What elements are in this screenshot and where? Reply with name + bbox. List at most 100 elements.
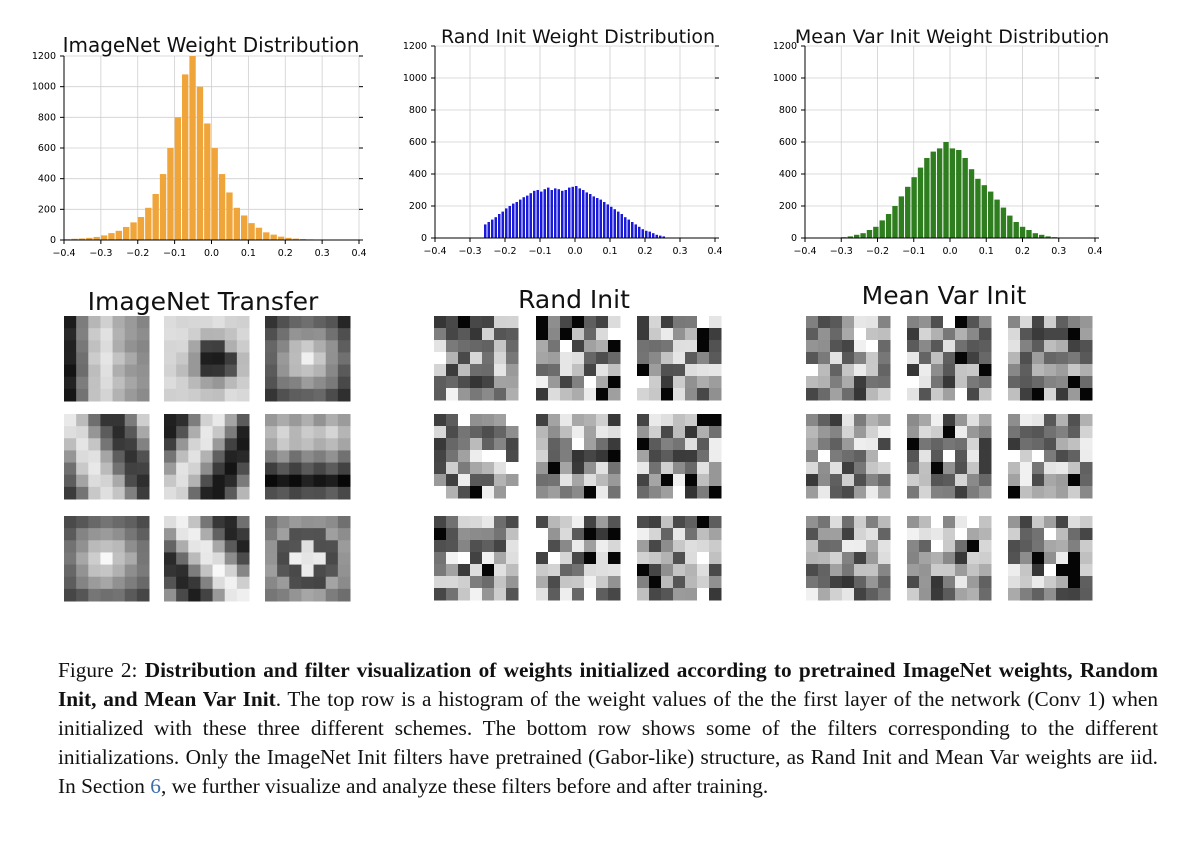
filter-cell: [979, 352, 992, 365]
filter-cell: [907, 316, 920, 329]
filter-cell: [224, 316, 238, 329]
filter-cell: [289, 414, 302, 427]
filter-cell: [596, 364, 609, 377]
filter-cell: [164, 414, 177, 427]
filter-cell: [955, 450, 968, 463]
filter-cell: [458, 540, 471, 553]
filter-tile: [806, 316, 891, 401]
filter-cell: [88, 352, 101, 366]
histogram-bar: [130, 222, 137, 240]
filter-cell: [494, 340, 507, 353]
filter-cell: [289, 328, 302, 341]
filter-cell: [236, 328, 250, 341]
filter-cell: [560, 576, 573, 589]
filter-cell: [136, 364, 150, 378]
filter-cell: [1068, 364, 1081, 377]
filter-cell: [907, 352, 920, 365]
filter-cell: [200, 388, 214, 402]
filter-cell: [200, 426, 214, 439]
histogram-bar: [1039, 234, 1045, 238]
filter-cell: [1032, 474, 1045, 487]
filter-cell: [955, 564, 968, 577]
filter-cell: [709, 474, 722, 487]
filter-cell: [1032, 486, 1045, 499]
filter-cell: [842, 564, 855, 577]
filter-cell: [88, 474, 101, 488]
filter-cell: [1056, 388, 1069, 401]
filter-cell: [212, 414, 226, 427]
filter-cell: [470, 588, 483, 601]
filter-cell: [979, 588, 992, 601]
filter-cell: [854, 588, 867, 601]
filter-cell: [1020, 516, 1033, 529]
filter-cell: [325, 462, 339, 476]
filter-cell: [979, 340, 992, 353]
section-ref-link[interactable]: 6: [150, 774, 161, 798]
filter-cell: [866, 388, 879, 401]
filter-cell: [76, 414, 89, 427]
filter-cell: [919, 474, 932, 487]
filter-cell: [506, 328, 519, 341]
filter-cell: [325, 388, 339, 402]
filter-cell: [709, 516, 722, 529]
filter-cell: [907, 564, 920, 577]
filter-cell: [866, 540, 879, 553]
filter-cell: [830, 486, 843, 499]
filter-cell: [325, 438, 339, 451]
filter-cell: [536, 462, 549, 475]
filter-cell: [878, 588, 891, 601]
filter-cell: [176, 414, 189, 427]
filter-cell: [470, 316, 483, 329]
histogram-bar: [515, 202, 518, 238]
filter-cell: [289, 426, 302, 439]
filter-cell: [979, 462, 992, 475]
filter-cell: [506, 450, 519, 463]
filter-cell: [854, 316, 867, 329]
filter-cell: [494, 388, 507, 401]
filter-cell: [200, 576, 214, 590]
histogram-bar: [145, 207, 152, 240]
filter-cell: [818, 388, 831, 401]
filter-cell: [100, 564, 114, 578]
filter-cell: [337, 486, 351, 500]
filter-cell: [188, 388, 201, 402]
histogram-bar: [100, 235, 108, 240]
filter-cell: [301, 438, 315, 451]
x-tick-label: 0.3: [315, 248, 330, 259]
filter-cell: [164, 528, 177, 541]
filter-cell: [434, 564, 447, 577]
filter-cell: [64, 316, 77, 329]
filter-cell: [482, 364, 495, 377]
filter-cell: [212, 528, 226, 541]
filter-cell: [919, 450, 932, 463]
filter-cell: [842, 588, 855, 601]
filter-cell: [1008, 316, 1021, 329]
filter-cell: [176, 450, 189, 464]
filter-cell: [697, 340, 710, 353]
filter-cell: [494, 450, 507, 463]
filter-cell: [1020, 388, 1033, 401]
filter-cell: [596, 316, 609, 329]
filter-cell: [124, 388, 138, 402]
filter-cell: [854, 462, 867, 475]
filter-cell: [1080, 352, 1093, 365]
filter-cell: [289, 352, 302, 366]
filter-cell: [470, 414, 483, 427]
filter-cell: [608, 328, 621, 341]
filter-cell: [608, 340, 621, 353]
filter-cell: [301, 516, 315, 529]
filter-cell: [673, 516, 686, 529]
filter-cell: [88, 414, 101, 427]
filter-cell: [709, 588, 722, 601]
filter-cell: [919, 376, 932, 389]
filter-cell: [506, 316, 519, 329]
filter-cell: [697, 528, 710, 541]
filter-cell: [212, 462, 226, 476]
filter-cell: [931, 528, 944, 541]
filter-cell: [212, 450, 226, 464]
filter-cell: [265, 528, 278, 541]
filter-cell: [506, 376, 519, 389]
filter-cell: [842, 516, 855, 529]
filter-cell: [325, 328, 339, 341]
histogram-bar: [505, 208, 508, 238]
